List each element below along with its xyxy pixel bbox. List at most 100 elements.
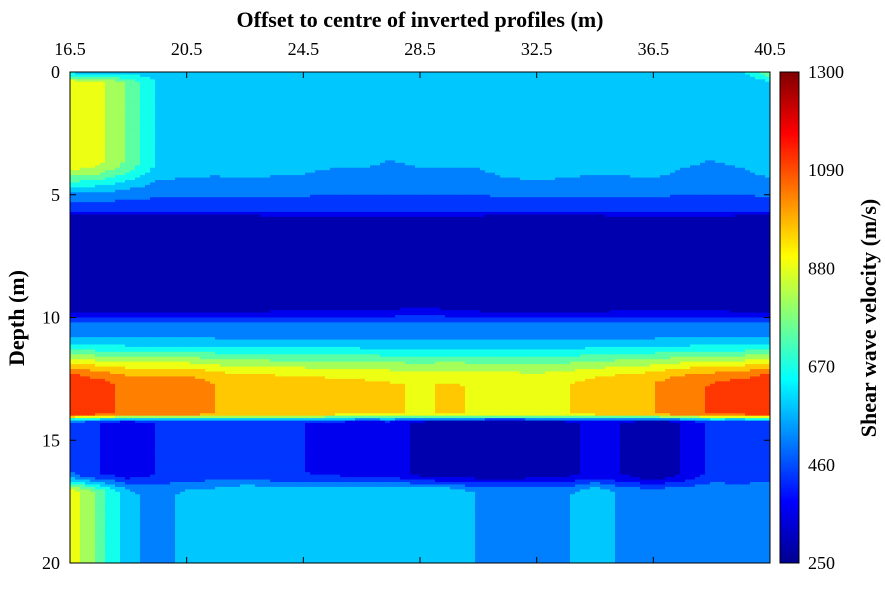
contour-cell [225, 81, 231, 85]
contour-cell [615, 79, 621, 83]
contour-cell [645, 91, 651, 95]
contour-cell [745, 81, 751, 85]
contour-cell [260, 74, 266, 78]
contour-cell [470, 89, 476, 93]
contour-cell [430, 84, 436, 88]
contour-cell [325, 99, 331, 103]
contour-cell [520, 86, 526, 90]
contour-cell [325, 76, 331, 80]
contour-cell [95, 99, 101, 103]
contour-cell [635, 96, 641, 100]
contour-cell [210, 72, 216, 76]
contour-cell [215, 76, 221, 80]
contour-cell [330, 72, 336, 76]
contour-cell [555, 74, 561, 78]
contour-cell [395, 81, 401, 85]
contour-cell [215, 86, 221, 90]
contour-cell [410, 86, 416, 90]
contour-cell [285, 91, 291, 95]
contour-cell [540, 76, 546, 80]
contour-cell [470, 94, 476, 98]
contour-cell [505, 74, 511, 78]
contour-cell [195, 99, 201, 103]
contour-cell [340, 86, 346, 90]
contour-cell [640, 96, 646, 100]
contour-cell [125, 74, 131, 78]
contour-cell [265, 91, 271, 95]
contour-cell [605, 91, 611, 95]
contour-cell [690, 94, 696, 98]
contour-cell [730, 74, 736, 78]
contour-cell [685, 79, 691, 83]
contour-cell [590, 72, 596, 76]
contour-cell [315, 96, 321, 100]
contour-cell [545, 86, 551, 90]
contour-cell [730, 91, 736, 95]
contour-cell [120, 74, 126, 78]
contour-cell [360, 94, 366, 98]
contour-cell [525, 89, 531, 93]
contour-cell [410, 91, 416, 95]
contour-cell [635, 84, 641, 88]
contour-cell [565, 96, 571, 100]
contour-cell [500, 86, 506, 90]
contour-cell [605, 84, 611, 88]
contour-cell [175, 96, 181, 100]
contour-cell [450, 79, 456, 83]
contour-cell [295, 99, 301, 103]
contour-cell [205, 79, 211, 83]
contour-cell [90, 89, 96, 93]
contour-cell [520, 79, 526, 83]
contour-cell [185, 99, 191, 103]
contour-cell [645, 79, 651, 83]
contour-cell [465, 89, 471, 93]
contour-cell [720, 96, 726, 100]
contour-cell [345, 76, 351, 80]
contour-cell [220, 94, 226, 98]
contour-cell [135, 74, 141, 78]
contour-cell [570, 74, 576, 78]
contour-cell [665, 91, 671, 95]
contour-cell [175, 79, 181, 83]
contour-cell [430, 72, 436, 76]
contour-cell [675, 81, 681, 85]
contour-cell [130, 79, 136, 83]
contour-cell [510, 76, 516, 80]
contour-cell [545, 81, 551, 85]
contour-cell [225, 79, 231, 83]
contour-cell [740, 96, 746, 100]
contour-cell [755, 96, 761, 100]
contour-cell [265, 84, 271, 88]
contour-cell [325, 86, 331, 90]
contour-cell [750, 86, 756, 90]
contour-cell [740, 86, 746, 90]
contour-cell [410, 96, 416, 100]
y-tick-label: 0 [51, 62, 60, 82]
contour-cell [265, 86, 271, 90]
contour-cell [75, 84, 81, 88]
contour-cell [525, 81, 531, 85]
contour-cell [330, 89, 336, 93]
contour-cell [210, 79, 216, 83]
contour-cell [670, 81, 676, 85]
contour-cell [535, 91, 541, 95]
contour-cell [475, 76, 481, 80]
contour-cell [610, 72, 616, 76]
contour-cell [105, 91, 111, 95]
contour-cell [685, 76, 691, 80]
y-axis-label: Depth (m) [4, 270, 29, 366]
contour-cell [465, 86, 471, 90]
contour-cell [545, 96, 551, 100]
contour-cell [475, 94, 481, 98]
contour-cell [125, 84, 131, 88]
contour-cell [570, 86, 576, 90]
contour-cell [745, 96, 751, 100]
contour-cell [335, 96, 341, 100]
contour-cell [300, 74, 306, 78]
contour-cell [350, 81, 356, 85]
contour-cell [540, 79, 546, 83]
contour-cell [295, 76, 301, 80]
contour-cell [405, 74, 411, 78]
contour-cell [310, 91, 316, 95]
contour-cell [735, 91, 741, 95]
